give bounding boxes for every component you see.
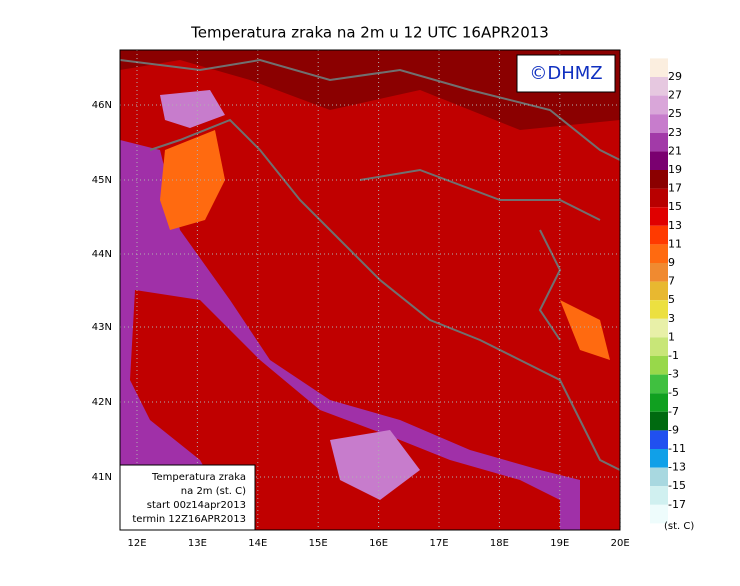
color-swatch — [650, 132, 668, 152]
colorbar: 29 27 25 23 21 19 17 15 13 11 9 7 5 3 1 -1 -3 -5 -7 -9 -11 -1… — [650, 58, 694, 532]
color-swatch — [650, 374, 668, 394]
unit-label: (st. C) — [664, 521, 694, 532]
level-label: 1 — [668, 330, 675, 343]
level-label: -15 — [668, 479, 686, 492]
border — [359, 168, 601, 221]
lat-label: 41N — [92, 472, 112, 483]
level-label: 11 — [668, 237, 682, 250]
lon-label: 16E — [369, 538, 388, 549]
color-swatch — [650, 244, 668, 263]
level-label: 13 — [668, 219, 682, 232]
level-label: 7 — [668, 275, 675, 288]
color-swatch — [650, 300, 668, 319]
color-swatch — [650, 430, 668, 449]
color-swatch — [650, 263, 668, 282]
lat-label: 42N — [92, 397, 112, 408]
lon-label: 20E — [611, 538, 630, 549]
lon-label: 12E — [127, 538, 146, 549]
map-frame — [119, 49, 621, 531]
level-label: 9 — [668, 256, 675, 269]
color-swatch — [650, 281, 668, 301]
color-swatch — [650, 337, 668, 356]
lat-label: 43N — [92, 322, 112, 333]
info-frame — [119, 464, 256, 531]
level-label: 21 — [668, 144, 682, 157]
level-label: 17 — [668, 182, 682, 195]
color-swatch — [650, 393, 668, 412]
color-swatch — [650, 356, 668, 375]
level-label: -5 — [668, 386, 679, 399]
color-swatch — [650, 95, 668, 115]
level-label: 3 — [668, 312, 675, 325]
color-swatch — [650, 151, 668, 170]
purple-patch — [330, 430, 420, 500]
info-box: Temperatura zraka na 2m (st. C) start 00z1… — [119, 464, 256, 531]
axes: 46N 45N 44N 43N 42N 41N 12E 13E 14E 15E 16E 17E 18E 1… — [92, 100, 630, 549]
lat-label: 44N — [92, 249, 112, 260]
purple-patch — [160, 90, 225, 128]
color-swatch — [650, 225, 668, 245]
logo-box: ©DHMZ — [516, 54, 616, 93]
color-swatch — [650, 207, 668, 226]
color-swatch — [650, 318, 668, 338]
level-label: -11 — [668, 442, 686, 455]
info-line: Temperatura zraka — [151, 472, 246, 483]
lat-label: 45N — [92, 175, 112, 186]
color-swatch — [650, 449, 668, 468]
level-label: -3 — [668, 368, 679, 381]
level-label: 29 — [668, 70, 682, 83]
level-label: 25 — [668, 107, 682, 120]
logo: ©DHMZ — [529, 63, 602, 84]
border — [538, 229, 562, 341]
level-label: 5 — [668, 293, 675, 306]
color-swatch — [650, 114, 668, 133]
color-swatch — [650, 411, 668, 431]
color-swatch — [650, 188, 668, 208]
color-swatch — [650, 486, 668, 505]
coastline — [149, 118, 621, 471]
level-label: 27 — [668, 89, 682, 102]
level-label: -7 — [668, 405, 679, 418]
color-swatch — [650, 170, 668, 189]
level-label: -9 — [668, 423, 679, 436]
lon-label: 18E — [490, 538, 509, 549]
level-label: -17 — [668, 498, 686, 511]
lon-label: 13E — [188, 538, 207, 549]
orange-patch — [560, 300, 610, 360]
info-line: na 2m (st. C) — [181, 486, 246, 497]
color-swatch — [650, 77, 668, 96]
info-line: termin 12Z16APR2013 — [132, 514, 246, 525]
color-swatch — [650, 58, 668, 77]
map — [119, 49, 621, 531]
info-line: start 00z14apr2013 — [147, 500, 246, 511]
lon-label: 14E — [248, 538, 267, 549]
color-swatch — [650, 467, 668, 487]
level-label: 15 — [668, 200, 682, 213]
level-label: -1 — [668, 349, 679, 362]
border — [119, 58, 621, 161]
lon-label: 17E — [429, 538, 448, 549]
lon-label: 15E — [309, 538, 328, 549]
lat-label: 46N — [92, 100, 112, 111]
level-label: 23 — [668, 126, 682, 139]
dark-north — [120, 50, 620, 130]
logo-frame — [516, 54, 616, 93]
color-swatch — [650, 504, 668, 524]
level-label: 19 — [668, 163, 682, 176]
title: Temperatura zraka na 2m u 12 UTC 16APR20… — [190, 24, 549, 42]
lon-label: 19E — [550, 538, 569, 549]
level-label: -13 — [668, 461, 686, 474]
